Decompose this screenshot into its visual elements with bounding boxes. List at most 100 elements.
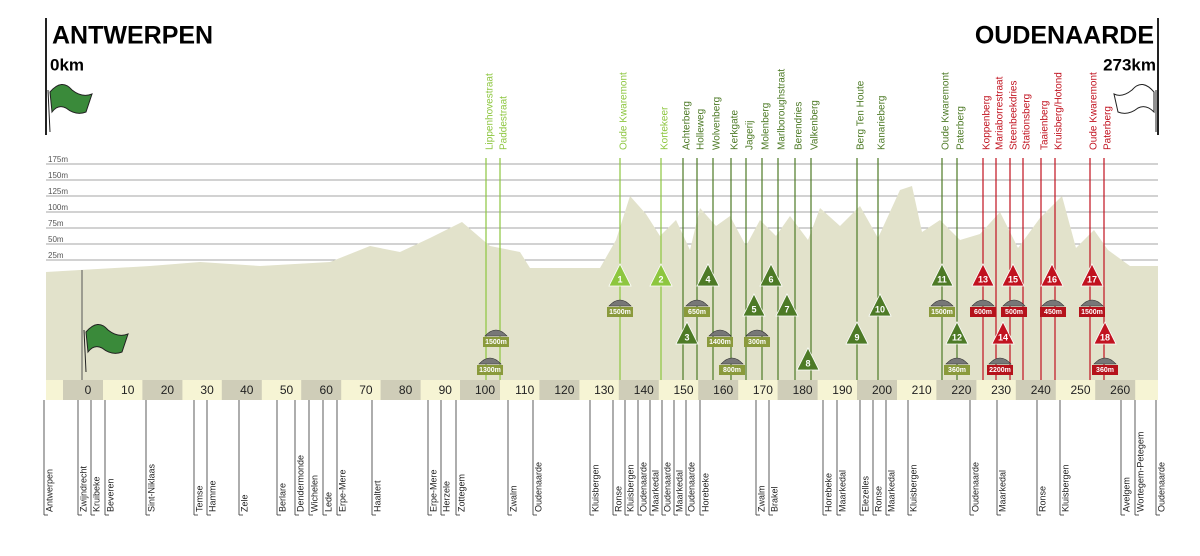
km-label: 80 [399, 383, 413, 397]
band-cell [63, 380, 103, 400]
cobble-length: 800m [723, 367, 741, 374]
town-name: Zwalm [508, 486, 518, 513]
cobble-icon [988, 357, 1012, 365]
climb-name: Wolvenberg [712, 97, 723, 150]
town-name: Zottegem [456, 474, 466, 512]
km-label: 230 [991, 383, 1011, 397]
band-cell [142, 380, 183, 400]
town-name: Beveren [105, 478, 115, 512]
town-name: Horebeke [823, 473, 833, 512]
town-name: Oudenaarde [686, 462, 696, 512]
band-cell [857, 380, 897, 400]
town-name: Wortegem-Petegem [1135, 432, 1145, 512]
town-name: Avelgem [1121, 477, 1131, 512]
cobble-length: 1400m [709, 339, 731, 346]
band-cell [1015, 380, 1056, 400]
cobble-length: 360m [1096, 367, 1114, 374]
climb-name: Paterberg [956, 106, 967, 150]
finish-flag [1113, 84, 1157, 132]
climb-name: Steenbeekdries [1009, 81, 1020, 151]
climb-number: 12 [952, 332, 962, 342]
town-name: Oudenaarde [1156, 462, 1166, 512]
climb-marker [675, 321, 699, 345]
cobble-icon [685, 299, 709, 307]
town-name: Hamme [207, 480, 217, 512]
km-label: 20 [161, 383, 175, 397]
town-name: Ronse [613, 486, 623, 512]
cobble-icon [478, 357, 502, 365]
climb-number: 17 [1087, 274, 1097, 284]
start-name: ANTWERPEN [52, 22, 213, 50]
climb-marker [868, 293, 892, 317]
cobble-length: 450m [1044, 309, 1062, 316]
climb-name: Jagerij [745, 121, 756, 150]
cobble-icon [945, 357, 969, 365]
town-name: Erpe-Mere [337, 469, 347, 512]
cobble-icon [1093, 357, 1117, 365]
town-name: Oudenaarde [533, 462, 543, 512]
climb-name: Oude Kwaremont [941, 72, 952, 150]
town-name: Kluisbergen [908, 464, 918, 512]
climb-name: Oude Kwaremont [1089, 72, 1100, 150]
finish-name: OUDENAARDE [975, 22, 1154, 50]
town-name: Ronse [1037, 486, 1047, 512]
km-label: 140 [634, 383, 654, 397]
town-name: Herzele [441, 481, 451, 512]
cobble-icon [971, 299, 995, 307]
start-flag-small [83, 324, 129, 373]
km-label: 100 [475, 383, 495, 397]
km-label: 120 [554, 383, 574, 397]
altitude-label: 100m [48, 203, 68, 212]
town-name: Kluisbergen [1060, 464, 1070, 512]
town-name: Brakel [769, 486, 779, 512]
cobble-icon [720, 357, 744, 365]
band-cell [1095, 380, 1136, 400]
cobble-length: 1500m [485, 339, 507, 346]
climb-marker [759, 263, 783, 287]
climb-number: 14 [998, 332, 1008, 342]
town-name: Maarkedal [997, 470, 1007, 512]
band-cell [936, 380, 977, 400]
altitude-label: 125m [48, 187, 68, 196]
cobble-box [483, 337, 509, 347]
climb-marker [796, 347, 820, 371]
km-label: 130 [594, 383, 614, 397]
cobble-length: 300m [748, 339, 766, 346]
km-label: 180 [793, 383, 813, 397]
cobble-icon [708, 329, 732, 337]
climb-name: Berg Ten Houte [856, 80, 867, 150]
climb-marker [945, 321, 969, 345]
town-name: Dendermonde [295, 455, 305, 512]
climb-number: 15 [1008, 274, 1018, 284]
climb-marker [971, 263, 995, 287]
band-cell [618, 380, 659, 400]
climb-marker [775, 293, 799, 317]
km-label: 210 [912, 383, 932, 397]
town-name: Maarkedal [674, 470, 684, 512]
cobble-length: 2200m [989, 367, 1011, 374]
start-distance: 0km [50, 55, 84, 74]
climb-number: 1 [617, 274, 622, 284]
cobble-box [707, 337, 733, 347]
town-name: Maarkedal [837, 470, 847, 512]
km-label: 110 [515, 383, 534, 397]
km-label: 0 [85, 383, 92, 397]
climb-marker [930, 263, 954, 287]
town-name: Zwalm [756, 486, 766, 513]
climb-number: 11 [937, 274, 947, 284]
km-label: 150 [673, 383, 693, 397]
town-name: Kluisbergen [590, 464, 600, 512]
climb-number: 6 [768, 274, 773, 284]
climb-number: 5 [751, 304, 756, 314]
climb-name: Koppenberg [982, 96, 993, 151]
climb-name: Molenberg [761, 103, 772, 150]
town-name: Erpe-Mere [428, 469, 438, 512]
climb-marker [1080, 263, 1104, 287]
cobble-box [944, 365, 970, 375]
km-label: 220 [951, 383, 971, 397]
altitude-label: 175m [48, 155, 68, 164]
climb-number: 4 [705, 274, 710, 284]
km-label: 40 [240, 383, 254, 397]
cobble-length: 1300m [479, 367, 501, 374]
overlay: 0 10 20 30 40 50 60 70 80 90 100 110 120 130 140 150 160… [43, 69, 1166, 516]
